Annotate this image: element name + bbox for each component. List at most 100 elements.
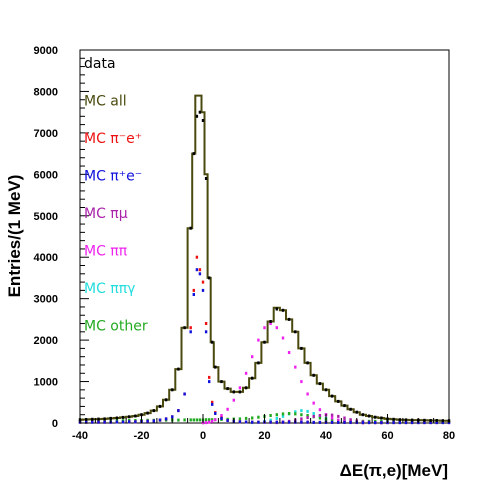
data-point [398,421,401,425]
data-point [134,420,137,424]
data-point [392,417,395,421]
data-point [211,419,214,423]
data-point [275,413,278,417]
y-tick-label: 1000 [34,377,58,389]
data-point [330,420,334,424]
data-point [257,338,260,342]
data-point [269,414,272,417]
data-point [251,376,254,380]
data-point [152,409,155,413]
data-point [238,417,242,421]
data-point [177,418,180,422]
data-point [171,388,174,392]
data-point [226,407,229,411]
data-point [343,420,346,424]
plot-area [79,49,450,424]
data-point [312,420,315,424]
data-point [374,421,377,425]
data-point [251,420,254,424]
data-point [103,417,106,421]
data-point [367,421,371,425]
data-point [300,413,303,417]
data-point [294,412,297,416]
data-point [404,421,408,425]
y-tick-label: 8000 [34,86,58,98]
data-point [349,420,352,424]
data-point [330,394,334,398]
data-point [158,404,162,408]
x-tick-label: -40 [72,430,88,442]
data-point [214,418,217,422]
data-point [208,276,211,280]
y-tick-label: 3000 [34,294,58,306]
data-point [204,330,208,334]
data-point [257,420,260,424]
data-point [192,288,195,292]
data-point [312,412,315,415]
data-point [201,288,205,292]
data-point [361,413,365,417]
legend-entry-mc-e: MC π⁺e⁻ [84,169,142,185]
data-point [330,413,334,417]
data-point [269,420,272,424]
data-point [257,415,260,419]
data-point [318,382,322,386]
data-point [198,272,202,276]
data-point [318,408,322,412]
data-point [121,415,125,419]
data-point [287,412,291,415]
data-point [220,416,223,420]
data-point [410,418,414,422]
data-point [312,373,315,377]
data-point [337,399,340,403]
data-point [158,418,162,422]
data-point [257,361,260,365]
data-point [306,392,309,396]
data-point [214,365,217,369]
data-point [318,420,322,424]
data-point [294,365,297,369]
data-point [232,398,235,402]
data-point [380,416,383,420]
data-point [349,407,352,411]
legend-entry-mc-all: MC all [84,94,127,110]
data-point [337,420,340,424]
data-point [220,414,223,417]
y-axis-title: Entries/(1 MeV) [5,175,24,298]
data-point [423,418,426,422]
data-point [189,326,192,330]
data-point [195,114,199,118]
data-point [238,420,242,424]
x-tick-label: 80 [443,430,455,442]
data-point [204,177,208,180]
data-point [294,330,297,334]
data-point [208,375,211,379]
y-tick-label: 2000 [34,335,58,347]
data-point [251,355,254,359]
data-point [263,340,266,344]
data-point [367,414,371,418]
data-point [281,308,285,312]
legend-entry-mc: MC ππ [84,244,128,260]
data-point [232,390,235,394]
data-point [275,307,278,311]
data-point [300,380,303,384]
data-point [171,415,174,419]
data-point [281,414,285,418]
data-point [312,414,315,418]
data-point [192,418,195,422]
data-point [121,420,125,424]
data-point [189,330,192,334]
data-point [208,418,211,422]
data-point [128,415,131,419]
data-point [275,326,278,330]
y-tick-label: 4000 [34,252,58,264]
data-point [294,410,297,414]
data-point [177,367,180,371]
data-point [306,416,309,420]
data-point [287,317,291,321]
data-point [103,420,106,424]
legend-entry-mc-other: MC other [84,319,148,335]
data-point [91,420,94,424]
data-point [211,402,214,406]
